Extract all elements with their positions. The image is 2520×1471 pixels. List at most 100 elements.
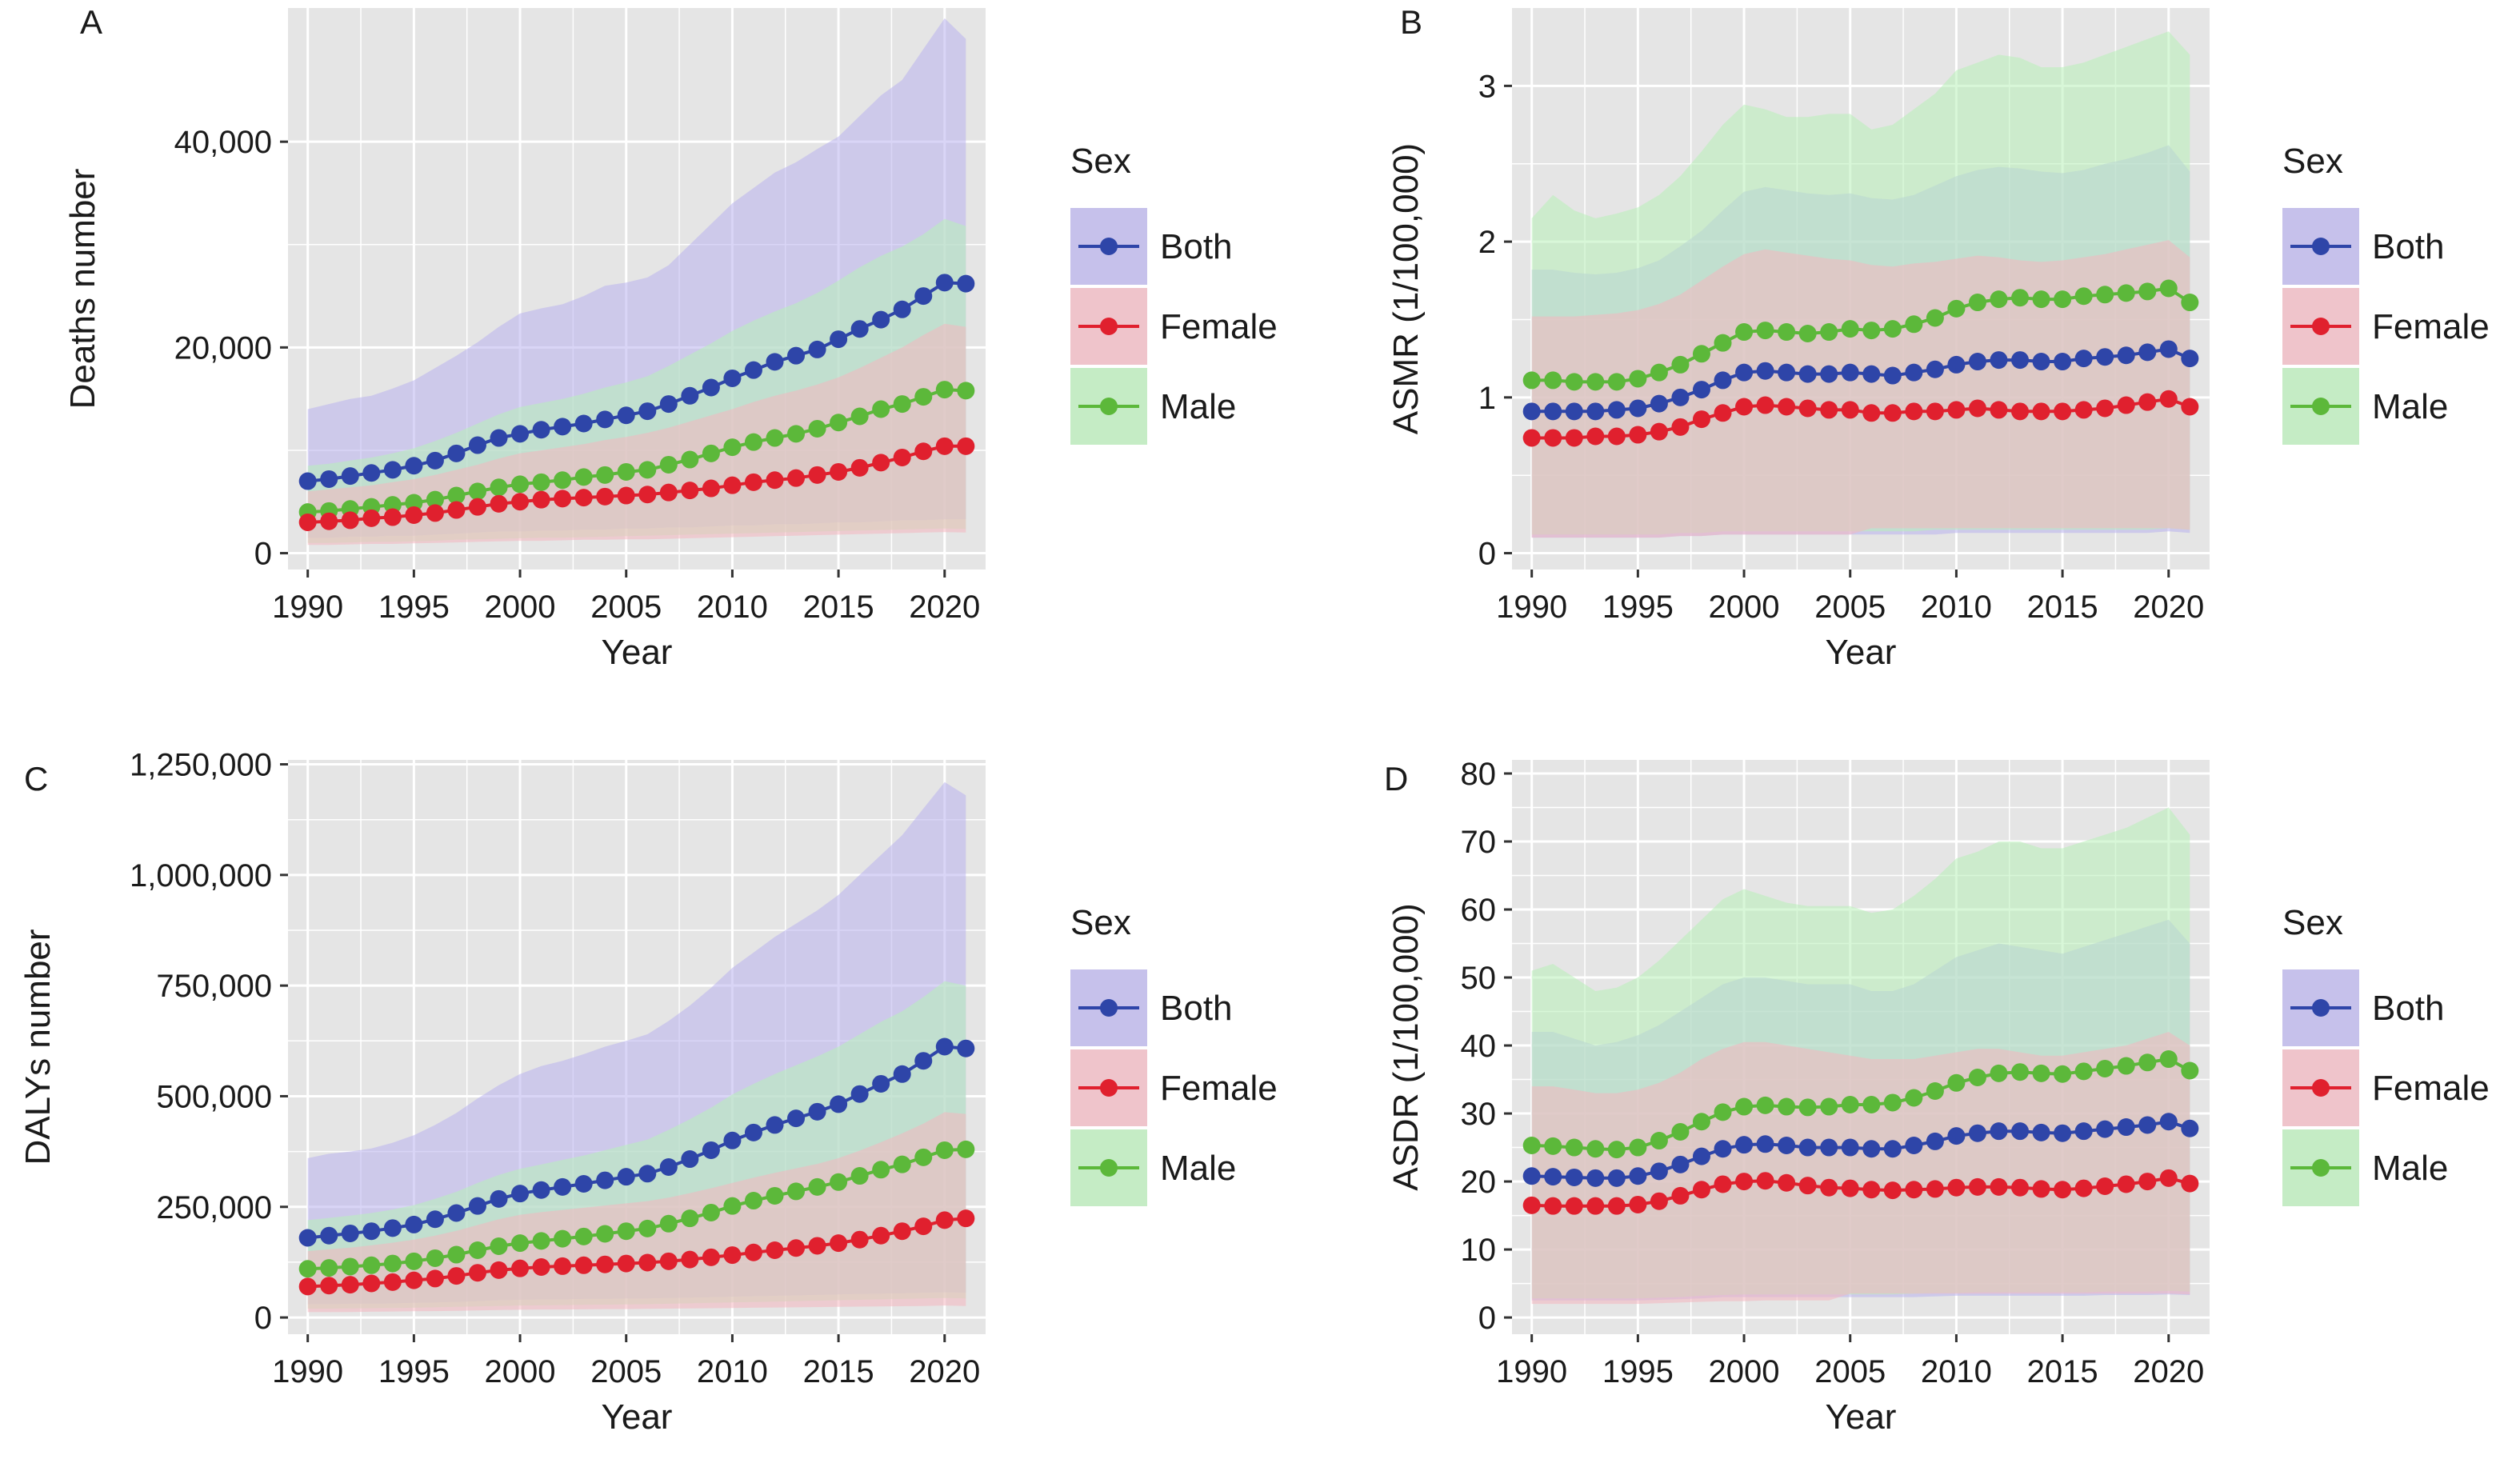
data-point-female — [1565, 1197, 1583, 1215]
legend-key-point — [2312, 1079, 2330, 1097]
data-point-female — [574, 1256, 593, 1274]
data-point-female — [1926, 1180, 1944, 1198]
legend-label: Both — [1160, 989, 1233, 1028]
x-axis-title: Year — [1826, 633, 1897, 672]
data-point-female — [1820, 1178, 1838, 1197]
y-axis-title: ASDR (1/100,000) — [1386, 903, 1426, 1191]
data-point-male — [1565, 373, 1583, 391]
data-point-male — [957, 1140, 975, 1158]
y-tick-label: 20 — [1461, 1165, 1497, 1200]
data-point-male — [2181, 1061, 2199, 1080]
data-point-female — [2181, 398, 2199, 416]
data-point-both — [320, 470, 338, 488]
data-point-both — [405, 457, 423, 475]
data-point-both — [468, 1197, 486, 1215]
data-point-both — [1841, 363, 1859, 382]
legend-title: Sex — [1070, 903, 1131, 942]
data-point-male — [1841, 320, 1859, 338]
series-male — [1522, 279, 2199, 391]
series-female — [298, 437, 975, 531]
data-point-male — [511, 475, 530, 494]
data-point-both — [787, 1109, 806, 1128]
panel-tag: B — [1400, 3, 1422, 41]
data-point-male — [2117, 1057, 2135, 1075]
data-point-male — [405, 494, 423, 512]
data-point-male — [1968, 294, 1986, 312]
data-point-both — [830, 1095, 848, 1113]
data-point-female — [893, 448, 911, 466]
data-point-female — [2117, 1175, 2135, 1193]
data-point-male — [2074, 1062, 2093, 1081]
data-point-male — [298, 1260, 317, 1278]
data-point-male — [596, 466, 614, 484]
data-point-male — [1607, 373, 1626, 391]
legend-item-male: Male — [2282, 1129, 2448, 1206]
data-point-both — [405, 1215, 423, 1233]
data-point-both — [1778, 363, 1796, 382]
data-point-female — [1522, 1196, 1541, 1214]
data-point-male — [447, 1245, 466, 1264]
data-point-female — [1905, 402, 1923, 421]
data-point-female — [1586, 1197, 1605, 1215]
data-point-male — [830, 414, 848, 432]
data-point-both — [1714, 371, 1732, 390]
data-point-both — [872, 1074, 890, 1093]
data-point-male — [617, 1222, 635, 1241]
data-point-female — [447, 1267, 466, 1285]
data-point-female — [872, 1226, 890, 1245]
data-point-female — [426, 1269, 444, 1288]
y-tick-label: 80 — [1461, 757, 1497, 792]
data-point-both — [341, 467, 359, 486]
data-point-female — [935, 1211, 954, 1229]
legend-title: Sex — [2282, 142, 2343, 181]
panel-a: 1990 1995 2000 2005 2010 2015 2020 0 20,000 40,00… — [63, 3, 1278, 672]
data-point-male — [935, 1141, 954, 1159]
data-point-both — [2117, 1118, 2135, 1137]
data-point-male — [1692, 1113, 1710, 1131]
data-point-both — [447, 1204, 466, 1222]
data-point-male — [426, 490, 444, 509]
legend-label: Female — [1160, 307, 1278, 346]
data-point-both — [1756, 1135, 1774, 1153]
data-point-both — [702, 378, 720, 397]
data-point-both — [1735, 363, 1754, 382]
x-tick-label: 2005 — [1814, 590, 1886, 625]
data-point-female — [298, 513, 317, 531]
data-point-female — [617, 486, 635, 505]
data-point-female — [2138, 1173, 2157, 1191]
data-point-male — [893, 1155, 911, 1173]
data-point-male — [723, 438, 742, 457]
y-tick-label: 70 — [1461, 825, 1497, 860]
data-point-male — [1671, 1123, 1690, 1141]
y-tick-label: 0 — [1478, 1301, 1496, 1336]
data-point-both — [638, 402, 657, 421]
data-point-female — [2074, 1179, 2093, 1197]
y-tick-label: 0 — [254, 537, 272, 572]
data-point-male — [2159, 1050, 2178, 1069]
y-tick-label: 20,000 — [174, 330, 272, 366]
data-point-male — [1905, 1089, 1923, 1107]
data-point-female — [532, 490, 550, 509]
y-axis-title: DALYs number — [18, 929, 58, 1165]
data-point-both — [1522, 402, 1541, 421]
data-point-both — [383, 461, 402, 479]
data-point-both — [2032, 1123, 2050, 1141]
data-point-both — [1990, 351, 2008, 370]
data-point-male — [2054, 290, 2072, 309]
x-tick-label: 2005 — [590, 1354, 662, 1389]
data-point-female — [490, 494, 508, 513]
data-point-female — [872, 454, 890, 472]
data-point-both — [1968, 353, 1986, 371]
x-tick-label: 2000 — [485, 1354, 556, 1389]
data-point-male — [638, 461, 657, 479]
data-point-both — [766, 1116, 784, 1134]
data-point-both — [1650, 1162, 1668, 1181]
data-point-both — [2074, 1122, 2093, 1141]
data-point-male — [554, 1229, 572, 1248]
data-point-male — [1820, 323, 1838, 342]
data-point-female — [850, 1230, 869, 1249]
data-point-male — [1926, 1082, 1944, 1101]
data-point-male — [850, 1167, 869, 1185]
data-point-both — [2159, 340, 2178, 358]
data-point-male — [1522, 1137, 1541, 1155]
